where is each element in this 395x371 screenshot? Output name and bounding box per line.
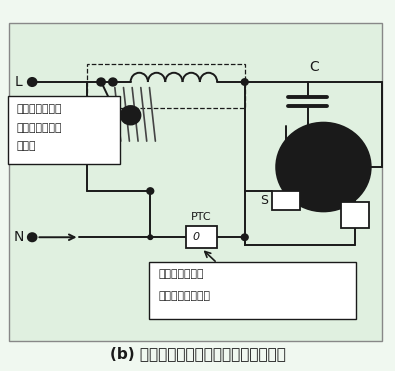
Text: 压缩机电动机的: 压缩机电动机的	[17, 123, 62, 133]
Circle shape	[121, 106, 141, 125]
Text: L: L	[15, 75, 22, 89]
Text: 启动继电器启动: 启动继电器启动	[158, 269, 204, 279]
Text: 温度继电器接通: 温度继电器接通	[17, 104, 62, 114]
Circle shape	[109, 78, 117, 86]
FancyBboxPatch shape	[8, 96, 120, 164]
Circle shape	[242, 79, 248, 85]
Text: PTC: PTC	[191, 213, 212, 223]
Circle shape	[276, 123, 371, 211]
Text: C: C	[310, 60, 320, 74]
FancyBboxPatch shape	[9, 23, 382, 341]
FancyBboxPatch shape	[149, 262, 356, 319]
Text: 供电。: 供电。	[17, 141, 36, 151]
Circle shape	[97, 78, 105, 86]
Circle shape	[28, 78, 36, 86]
Text: (b) 正常温度下压缩机电动机的启动过程: (b) 正常温度下压缩机电动机的启动过程	[109, 346, 286, 361]
Circle shape	[148, 235, 152, 239]
Bar	[272, 191, 300, 210]
Circle shape	[320, 124, 327, 129]
Text: R: R	[351, 209, 359, 221]
Text: 压缩机电动机工作: 压缩机电动机工作	[158, 291, 210, 301]
Bar	[341, 202, 369, 228]
Bar	[87, 63, 245, 108]
Text: S: S	[260, 194, 268, 207]
Circle shape	[147, 188, 153, 194]
Text: N: N	[13, 230, 24, 244]
Circle shape	[242, 234, 248, 240]
Bar	[186, 226, 217, 248]
Circle shape	[28, 233, 36, 241]
Text: 0: 0	[192, 232, 199, 242]
